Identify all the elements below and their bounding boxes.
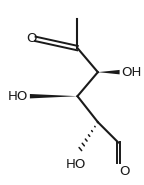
Text: O: O xyxy=(26,32,37,45)
Text: HO: HO xyxy=(8,90,29,103)
Polygon shape xyxy=(30,94,77,98)
Text: OH: OH xyxy=(121,66,141,79)
Text: HO: HO xyxy=(66,158,86,171)
Text: O: O xyxy=(120,165,130,178)
Polygon shape xyxy=(98,70,120,74)
